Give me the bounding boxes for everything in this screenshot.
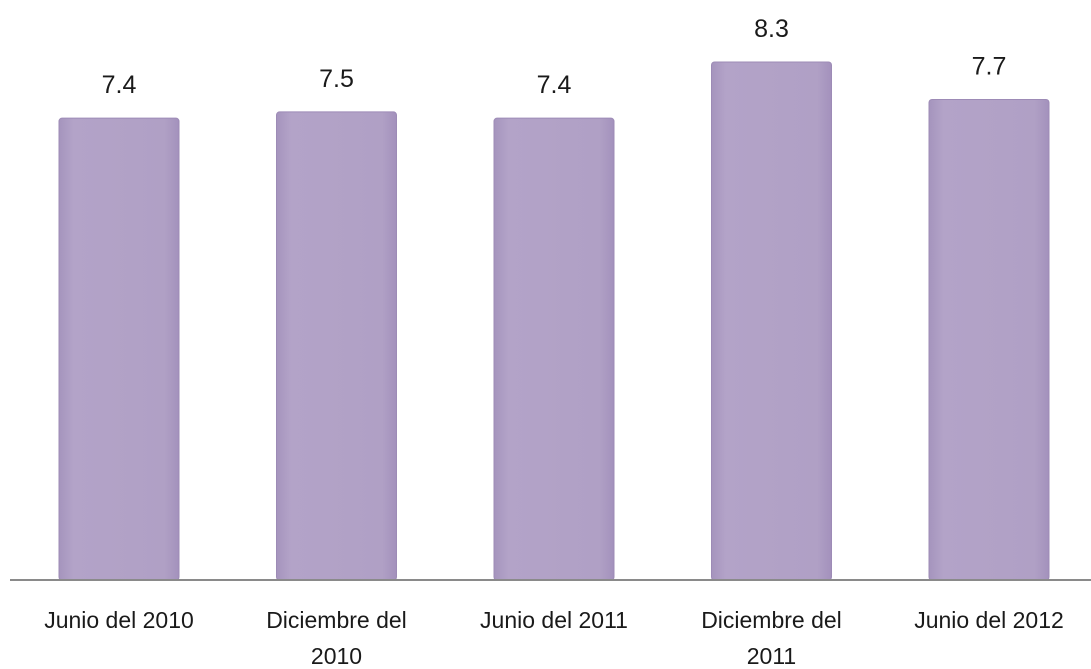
x-tick-label-line: Junio del 2012 <box>914 607 1064 633</box>
bars-group <box>58 61 1050 581</box>
bar <box>928 98 1050 581</box>
x-tick-label: Junio del 2012 <box>914 607 1064 633</box>
bar <box>58 117 180 581</box>
bar <box>276 111 397 581</box>
bar-value-label: 7.4 <box>537 71 572 99</box>
bar-value-label: 7.7 <box>972 52 1007 80</box>
category-labels-group: Junio del 2010 Diciembre del 2010 Junio del… <box>44 607 1064 669</box>
x-tick-label-line: Diciembre del <box>266 607 407 633</box>
bar <box>711 61 832 581</box>
x-tick-label-line: 2010 <box>311 643 362 669</box>
bar-value-label: 7.5 <box>319 65 354 93</box>
x-tick-label-line: Diciembre del <box>701 607 842 633</box>
x-tick-label: Diciembre del 2010 <box>266 607 407 669</box>
x-tick-label-line: 2011 <box>747 643 796 669</box>
x-tick-label: Diciembre del 2011 <box>701 607 842 669</box>
x-tick-label: Junio del 2011 <box>480 607 628 633</box>
bar <box>493 117 615 581</box>
value-labels-group: 7.4 7.5 7.4 8.3 7.7 <box>102 15 1007 99</box>
bar-value-label: 7.4 <box>102 71 137 99</box>
x-tick-label-line: Junio del 2010 <box>44 607 194 633</box>
bar-value-label: 8.3 <box>754 15 789 43</box>
x-tick-label: Junio del 2010 <box>44 607 194 633</box>
x-tick-label-line: Junio del 2011 <box>480 607 628 633</box>
